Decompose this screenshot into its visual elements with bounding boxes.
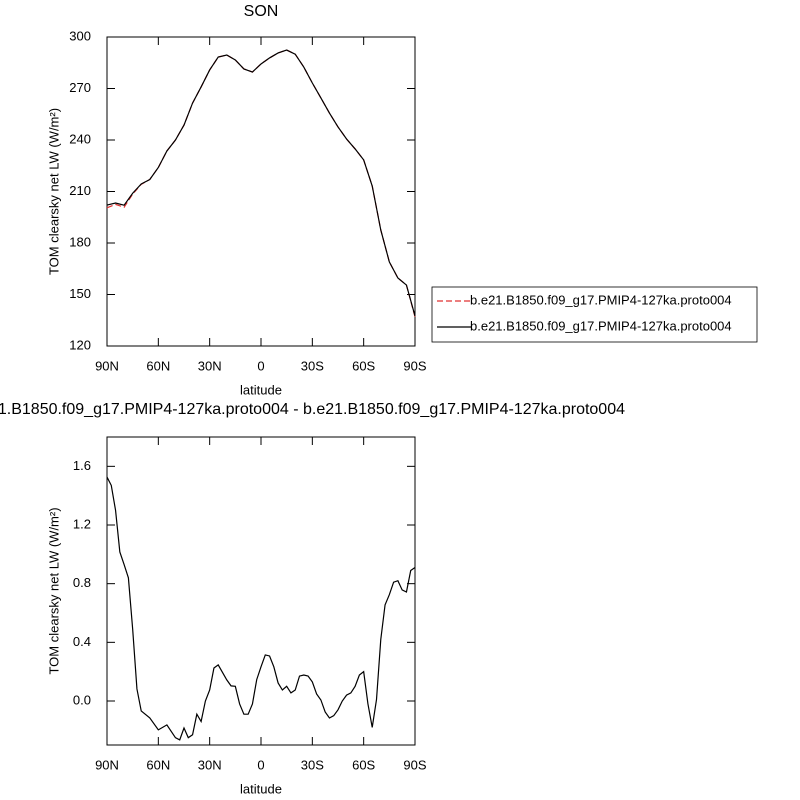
legend-box: [431, 286, 758, 343]
x-tick-label: 60S: [352, 757, 375, 772]
y-tick-label: 0.8: [73, 575, 91, 590]
x-tick-label: 60N: [146, 358, 170, 373]
plot-frame: [106, 36, 416, 347]
y-tick-label: 150: [69, 286, 91, 301]
x-axis-label: latitude: [240, 781, 282, 796]
x-tick-label: 60S: [352, 358, 375, 373]
y-tick-label: 120: [69, 337, 91, 352]
y-tick-label: 0.4: [73, 634, 91, 649]
x-tick-label: 30N: [198, 358, 222, 373]
x-tick-label: 0: [257, 757, 264, 772]
y-axis-label: TOM clearsky net LW (W/m²): [46, 108, 61, 275]
y-tick-label: 240: [69, 131, 91, 146]
x-tick-label: 90S: [403, 757, 426, 772]
data-line: [106, 476, 416, 741]
chart-title: SON: [244, 3, 279, 20]
y-tick-label: 1.6: [73, 458, 91, 473]
x-tick-label: 90S: [403, 358, 426, 373]
y-tick-label: 1.2: [73, 516, 91, 531]
plot-frame: [106, 436, 416, 746]
y-tick-label: 300: [69, 28, 91, 43]
y-tick-label: 210: [69, 183, 91, 198]
x-tick-label: 30S: [301, 358, 324, 373]
legend-label: b.e21.B1850.f09_g17.PMIP4-127ka.proto004: [470, 318, 732, 333]
y-tick-label: 0.0: [73, 692, 91, 707]
x-tick-label: 90N: [95, 358, 119, 373]
x-axis-label: latitude: [240, 382, 282, 397]
data-line: [106, 49, 416, 317]
y-tick-label: 270: [69, 80, 91, 95]
x-tick-label: 0: [257, 358, 264, 373]
legend-label: b.e21.B1850.f09_g17.PMIP4-127ka.proto004: [470, 292, 732, 307]
x-tick-label: 60N: [146, 757, 170, 772]
y-axis-label: TOM clearsky net LW (W/m²): [46, 507, 61, 674]
x-tick-label: 30N: [198, 757, 222, 772]
chart-title: b.e21.B1850.f09_g17.PMIP4-127ka.proto004…: [0, 401, 625, 418]
x-tick-label: 90N: [95, 757, 119, 772]
y-tick-label: 180: [69, 234, 91, 249]
data-line: [106, 49, 416, 317]
x-tick-label: 30S: [301, 757, 324, 772]
